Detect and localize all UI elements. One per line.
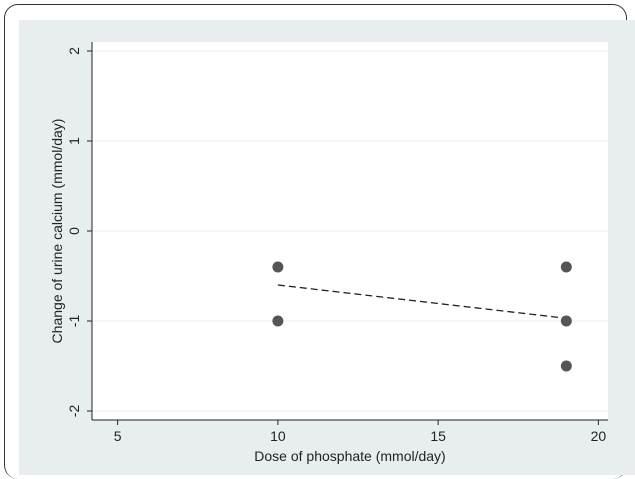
data-point-1 — [272, 315, 284, 327]
y-tick-label-3: 1 — [66, 137, 82, 145]
y-tick-label-4: 2 — [66, 47, 82, 55]
x-tick-label-3: 20 — [591, 428, 607, 444]
axis-ticks: -2 -1 0 1 2 5 10 15 20 — [66, 47, 606, 444]
grid-lines — [92, 50, 608, 412]
data-points — [272, 261, 572, 372]
y-tick-label-1: -1 — [66, 315, 82, 328]
y-tick-label-0: -2 — [66, 405, 82, 418]
data-point-0 — [272, 261, 284, 273]
fit-line-layer — [277, 284, 567, 319]
x-tick-label-0: 5 — [114, 428, 122, 444]
data-point-2 — [560, 261, 572, 273]
x-tick-label-1: 10 — [270, 428, 286, 444]
y-axis-title: Change of urine calcium (mmol/day) — [49, 119, 65, 344]
y-tick-label-2: 0 — [66, 227, 82, 235]
data-point-4 — [560, 360, 572, 372]
data-point-3 — [560, 315, 572, 327]
x-axis-title: Dose of phosphate (mmol/day) — [254, 448, 445, 464]
x-tick-label-2: 15 — [430, 428, 446, 444]
fit-line — [277, 284, 567, 319]
